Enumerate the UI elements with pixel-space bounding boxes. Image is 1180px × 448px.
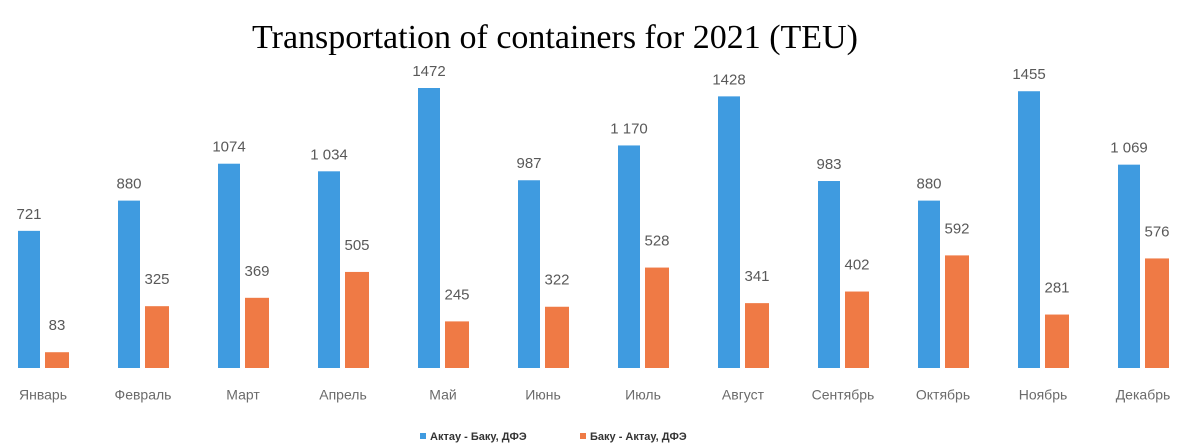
bar [1145,258,1169,368]
data-label: 341 [744,268,769,285]
legend-label: Баку - Актау, ДФЭ [590,431,687,443]
data-label: 1 069 [1110,140,1148,157]
legend-swatch [420,433,426,439]
bar [45,352,69,368]
x-tick-label: Декабрь [1116,387,1171,403]
data-label: 1472 [412,63,445,80]
x-tick-label: Июль [625,387,661,403]
x-tick-label: Январь [19,387,67,403]
data-label: 505 [344,237,369,254]
x-tick-label: Май [429,387,456,403]
bar [145,306,169,368]
bar [618,145,640,368]
bar [745,303,769,368]
data-label: 245 [444,286,469,303]
data-label: 1 170 [610,120,648,137]
bar [718,96,740,368]
data-label: 983 [816,156,841,173]
x-tick-label: Август [722,387,765,403]
data-label: 369 [244,263,269,280]
data-label: 1455 [1012,66,1045,83]
bar [1118,164,1140,368]
bar [218,163,240,368]
data-label: 1074 [212,139,245,156]
x-tick-label: Сентябрь [812,387,875,403]
bar [1045,314,1069,368]
data-label: 1428 [712,71,745,88]
data-label: 576 [1144,223,1169,240]
data-label: 83 [49,317,66,334]
data-label: 1 034 [310,146,348,163]
bar [918,200,940,368]
data-label: 592 [944,220,969,237]
x-tick-label: Ноябрь [1019,387,1068,403]
data-label: 322 [544,272,569,289]
data-label: 528 [644,233,669,250]
bar [345,271,369,368]
chart-title: Transportation of containers for 2021 (T… [252,19,858,56]
bar [118,200,140,368]
bar [418,88,440,368]
bar [245,297,269,368]
bar [445,321,469,368]
data-label: 402 [844,257,869,274]
bar [645,267,669,368]
x-tick-label: Июнь [525,387,561,403]
bar [518,180,540,368]
data-label: 281 [1044,280,1069,297]
bar [818,181,840,368]
x-tick-label: Апрель [319,387,367,403]
data-label: 325 [144,271,169,288]
legend-label: Актау - Баку, ДФЭ [430,431,527,443]
bar [945,255,969,368]
data-label: 987 [516,155,541,172]
bar [545,306,569,368]
data-label: 880 [916,176,941,193]
bar [1018,91,1040,368]
data-label: 721 [16,206,41,223]
x-tick-label: Март [226,387,260,403]
legend-swatch [580,433,586,439]
bar [318,171,340,368]
bar [18,230,40,368]
x-tick-label: Октябрь [916,387,970,403]
x-tick-label: Февраль [115,387,172,403]
bar [845,291,869,368]
data-label: 880 [116,176,141,193]
